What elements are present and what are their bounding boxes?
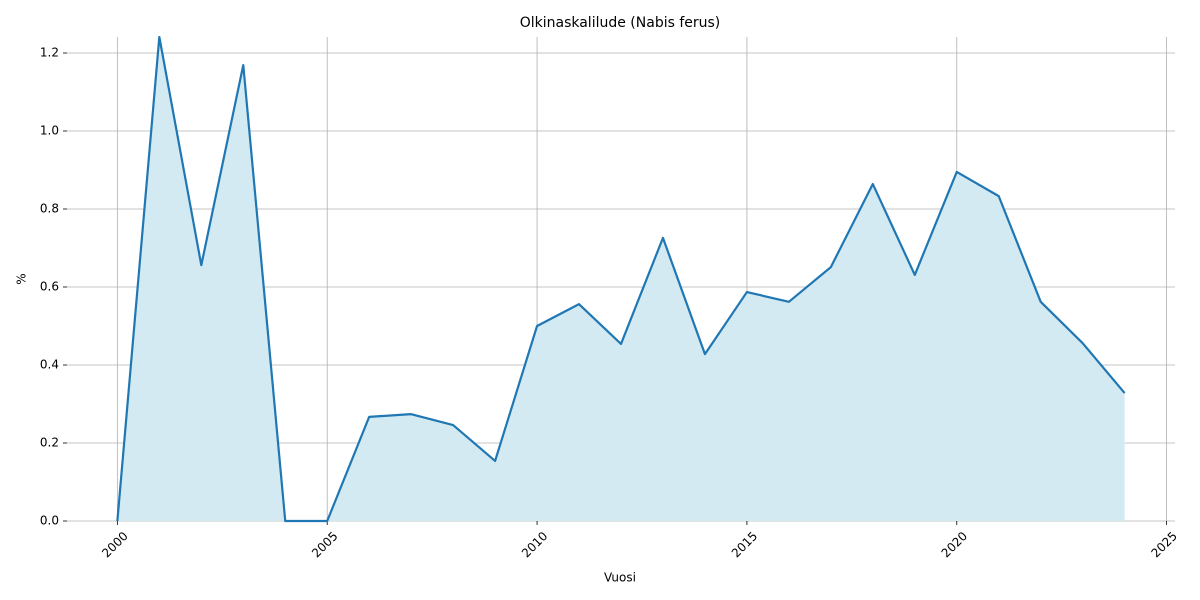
y-tick-label: 0.0 xyxy=(40,514,59,528)
x-axis-label: Vuosi xyxy=(604,571,636,585)
y-tick-label: 1.2 xyxy=(40,45,59,59)
x-tick-label: 2020 xyxy=(939,529,970,560)
y-tick-label: 0.6 xyxy=(40,279,59,293)
line xyxy=(116,35,1126,523)
x-tick-label: 2005 xyxy=(309,529,340,560)
y-tick-label: 0.2 xyxy=(40,435,59,449)
area xyxy=(117,37,1125,521)
x-tick-label: 2010 xyxy=(519,529,550,560)
x-tick-label: 2000 xyxy=(99,529,130,560)
chart-title: Olkinaskalilude (Nabis ferus) xyxy=(520,15,721,31)
y-tick-label: 1.0 xyxy=(40,123,59,137)
x-tick-label: 2015 xyxy=(729,529,760,560)
x-tick-label: 2025 xyxy=(1149,529,1180,560)
y-tick-label: 0.8 xyxy=(40,201,59,215)
y-tick-label: 0.4 xyxy=(40,357,59,371)
y-axis-label: % xyxy=(15,273,29,284)
